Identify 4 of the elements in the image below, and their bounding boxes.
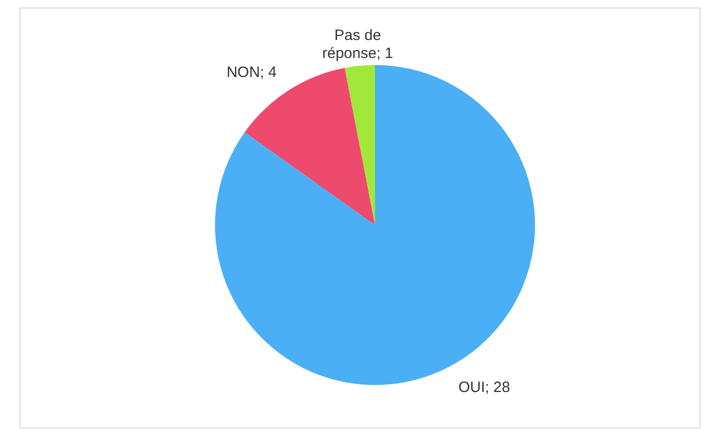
pie-slice [344,65,375,225]
slice-label: NON; 4 [226,64,277,81]
slice-label: OUI; 28 [458,378,510,396]
slice-label: Pas de réponse; 1 [322,26,394,62]
